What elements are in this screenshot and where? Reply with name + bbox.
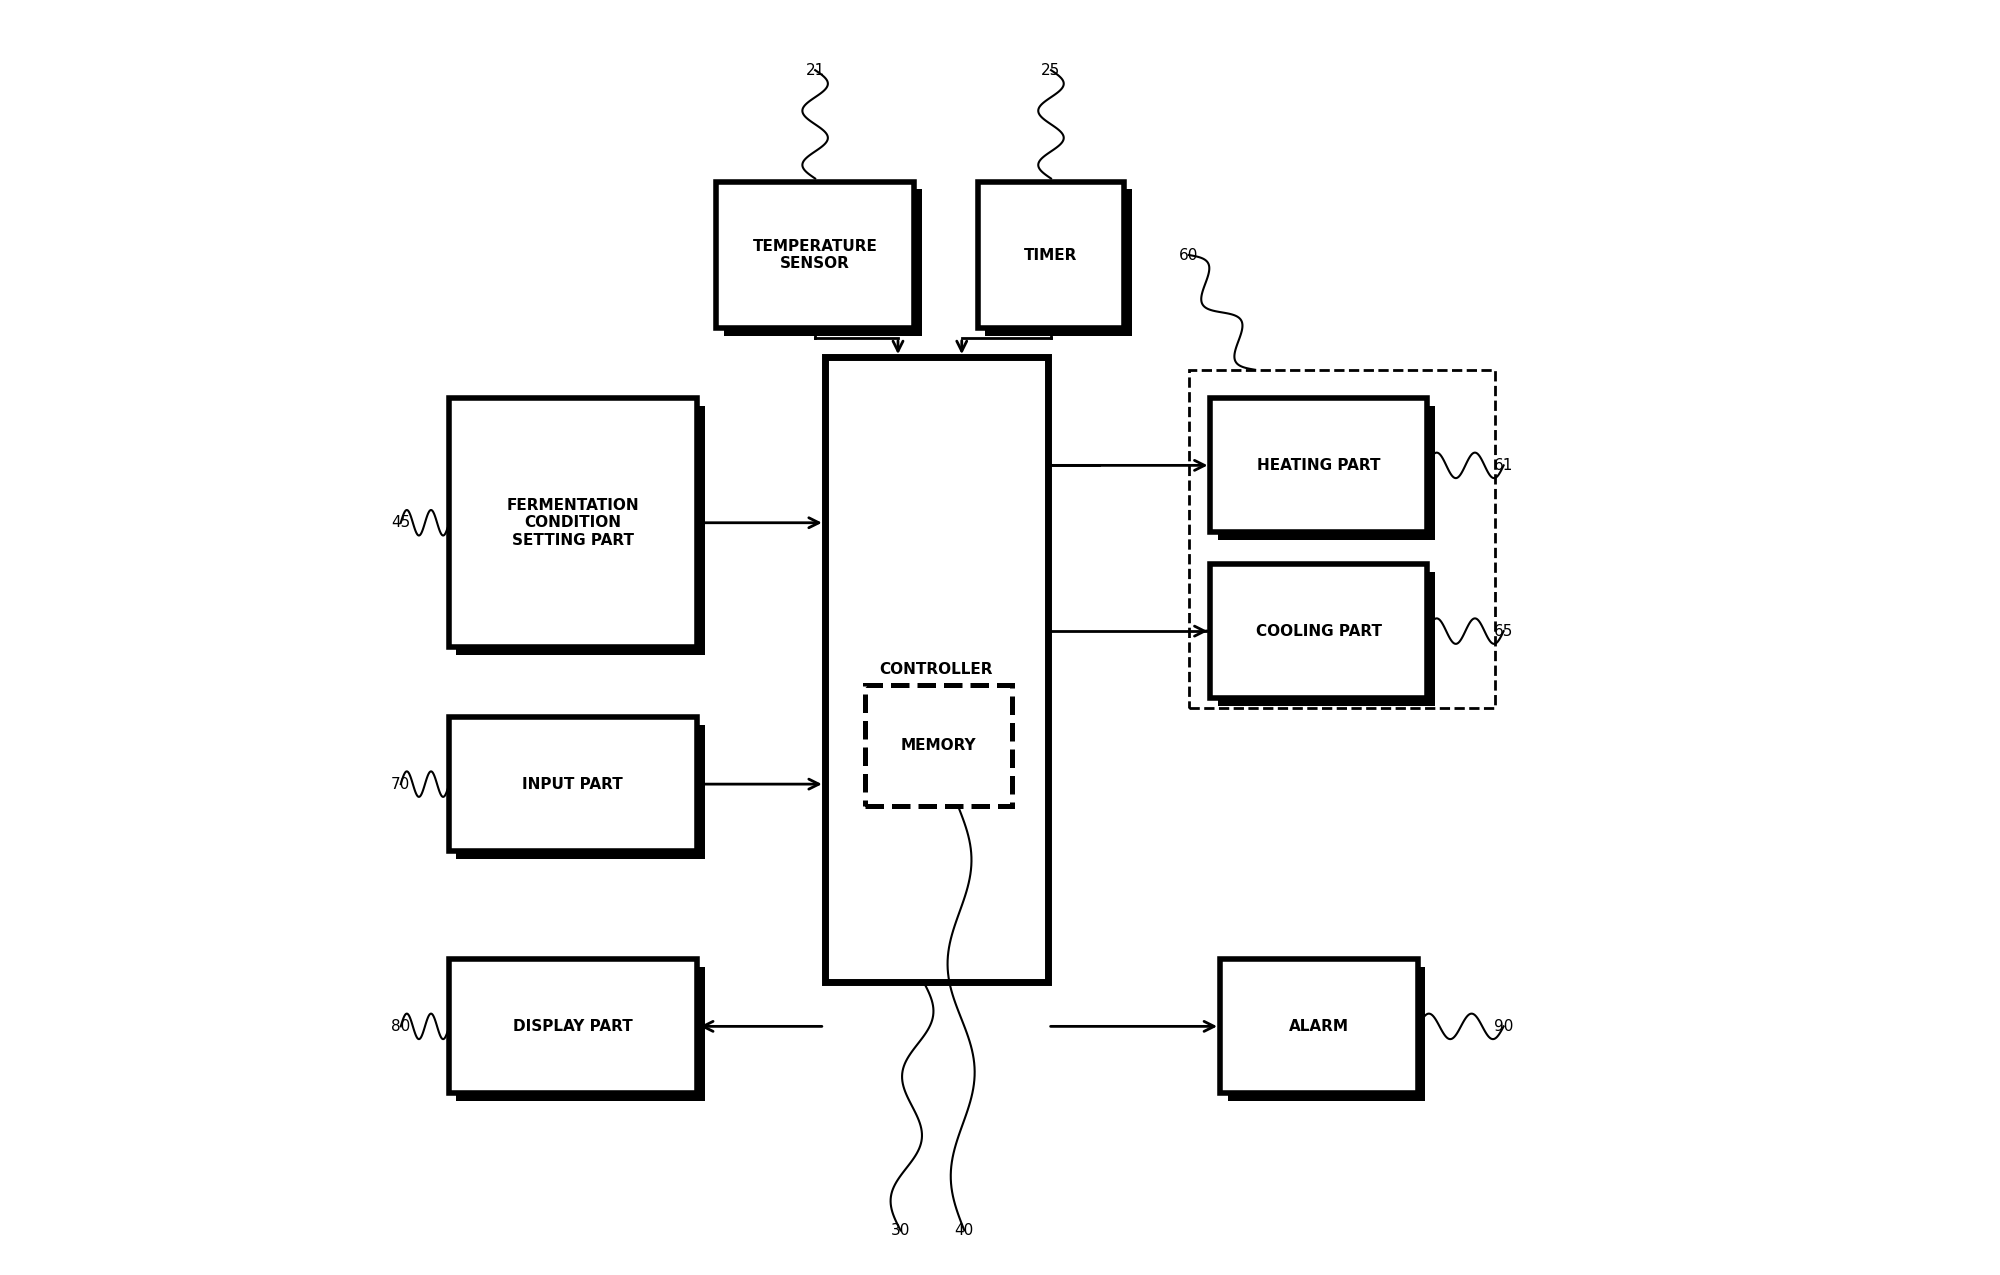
Text: CONTROLLER: CONTROLLER — [880, 662, 992, 677]
Text: 25: 25 — [1042, 62, 1060, 78]
Bar — [1210, 398, 1428, 533]
Bar — [456, 966, 704, 1100]
Text: FERMENTATION
CONDITION
SETTING PART: FERMENTATION CONDITION SETTING PART — [506, 497, 640, 548]
Bar — [1220, 959, 1418, 1093]
Bar — [724, 190, 922, 337]
Bar — [866, 686, 1012, 807]
Text: ALARM: ALARM — [1288, 1019, 1348, 1034]
Text: 61: 61 — [1494, 458, 1514, 473]
Bar — [716, 182, 914, 328]
Bar — [448, 717, 698, 852]
Text: 60: 60 — [1180, 247, 1198, 263]
Text: DISPLAY PART: DISPLAY PART — [512, 1019, 632, 1034]
Text: 65: 65 — [1494, 623, 1514, 639]
Bar — [456, 724, 704, 859]
Text: TIMER: TIMER — [1024, 247, 1078, 263]
Bar — [456, 405, 704, 655]
Bar — [824, 357, 1048, 982]
Text: MEMORY: MEMORY — [900, 738, 976, 754]
Bar — [448, 398, 698, 648]
Text: COOLING PART: COOLING PART — [1256, 623, 1382, 639]
Bar — [1210, 564, 1428, 699]
Text: HEATING PART: HEATING PART — [1258, 458, 1380, 473]
Text: 80: 80 — [392, 1019, 410, 1034]
Text: 30: 30 — [890, 1223, 910, 1238]
Text: 40: 40 — [954, 1223, 974, 1238]
Bar — [986, 190, 1132, 337]
Bar — [978, 182, 1124, 328]
Bar — [448, 959, 698, 1093]
Text: 21: 21 — [806, 62, 824, 78]
Bar — [1218, 405, 1434, 541]
Bar — [1188, 370, 1494, 708]
Text: TEMPERATURE
SENSOR: TEMPERATURE SENSOR — [752, 238, 878, 272]
Bar — [1228, 966, 1426, 1100]
Text: 45: 45 — [392, 515, 410, 530]
Text: 90: 90 — [1494, 1019, 1514, 1034]
Text: 70: 70 — [392, 776, 410, 792]
Bar — [1218, 571, 1434, 706]
Text: INPUT PART: INPUT PART — [522, 776, 624, 792]
